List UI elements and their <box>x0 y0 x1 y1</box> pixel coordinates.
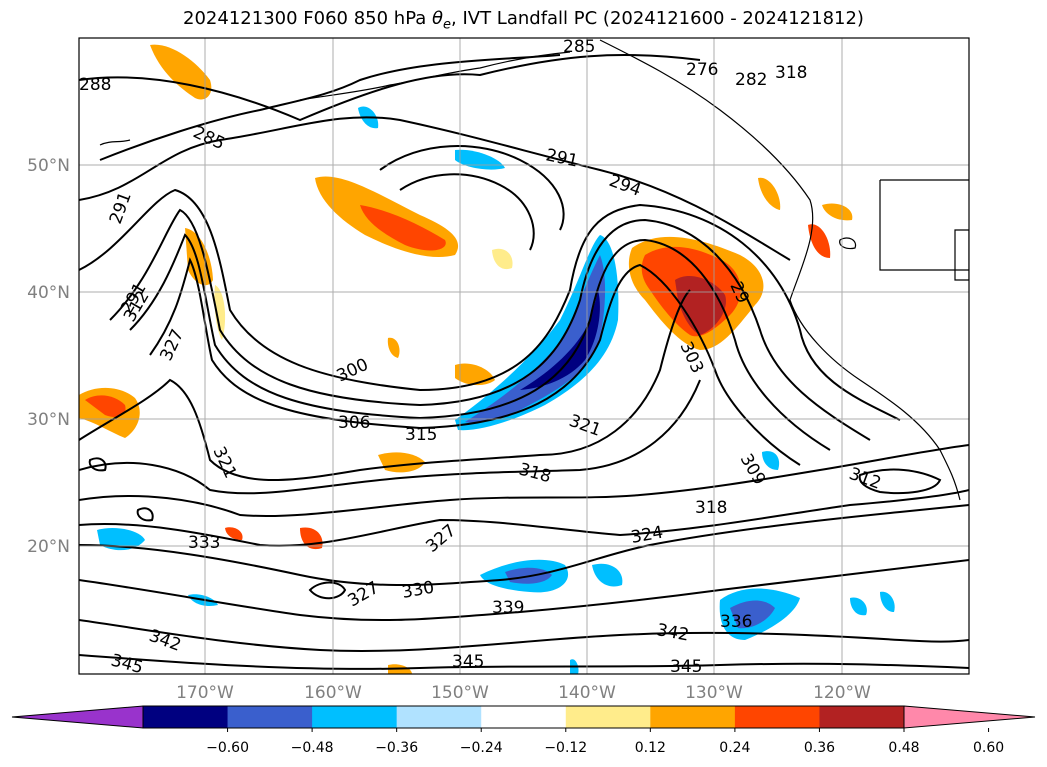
colorbar-tick-label: −0.60 <box>206 740 249 756</box>
contour-label: 282 <box>735 70 767 90</box>
map-frame <box>78 37 970 675</box>
contour-label: 276 <box>686 60 718 80</box>
contour-label: 345 <box>452 652 484 672</box>
lon-label: 170°W <box>176 683 234 703</box>
colorbar-tick-label: 0.24 <box>719 740 750 756</box>
colorbar-tick-label: 0.12 <box>635 740 666 756</box>
contour-label: 285 <box>563 37 595 57</box>
contour-label: 336 <box>720 612 752 632</box>
colorbar-tick-label: −0.24 <box>460 740 503 756</box>
coastline <box>99 39 969 501</box>
colorbar-tick-label: 0.36 <box>804 740 835 756</box>
colorbar-segment <box>481 706 567 728</box>
colorbar-tick-label: −0.48 <box>291 740 334 756</box>
contour-label: 288 <box>79 75 111 95</box>
contour-label: 333 <box>188 533 220 553</box>
latitude-labels: 50°N 40°N 30°N 20°N <box>27 156 70 557</box>
longitude-labels: 170°W 160°W 150°W 140°W 130°W 120°W <box>176 683 871 703</box>
lon-label: 120°W <box>813 683 871 703</box>
contour-label: 315 <box>405 425 437 445</box>
graticule <box>79 38 969 674</box>
colorbar-tick-label: −0.36 <box>375 740 418 756</box>
contour-label: 339 <box>492 598 524 618</box>
map-title: 2024121300 F060 850 hPa θe, IVT Landfall… <box>183 8 864 33</box>
lat-label: 50°N <box>27 156 70 176</box>
colorbar-segment <box>650 706 736 728</box>
lat-label: 30°N <box>27 410 70 430</box>
colorbar-tick-label: 0.60 <box>973 740 1004 756</box>
colorbar: −0.60 −0.48 −0.36 −0.24 −0.12 0.12 0.24 0.36 0.4… <box>11 705 1036 756</box>
contour-label: 318 <box>775 63 807 83</box>
colorbar-segment <box>312 706 398 728</box>
colorbar-segment <box>819 706 905 728</box>
colorbar-tick-label: −0.12 <box>544 740 587 756</box>
contour-label: 318 <box>695 498 727 518</box>
lon-label: 140°W <box>558 683 616 703</box>
lon-label: 160°W <box>304 683 362 703</box>
lat-label: 20°N <box>27 537 70 557</box>
colorbar-outline <box>142 705 905 729</box>
colorbar-segment <box>227 706 313 728</box>
colorbar-extend-low <box>11 705 144 729</box>
colorbar-segment <box>396 706 482 728</box>
colorbar-extend-high <box>903 705 1036 729</box>
contour-layer <box>79 54 969 670</box>
colorbar-tick-label: 0.48 <box>888 740 919 756</box>
contour-label: 345 <box>670 657 702 677</box>
lat-label: 40°N <box>27 283 70 303</box>
contour-label: 306 <box>338 413 370 433</box>
colorbar-segment <box>565 706 651 728</box>
lon-label: 150°W <box>431 683 489 703</box>
colorbar-segment <box>143 706 229 728</box>
colorbar-segment <box>734 706 820 728</box>
lon-label: 130°W <box>685 683 743 703</box>
plot-area <box>79 38 969 674</box>
